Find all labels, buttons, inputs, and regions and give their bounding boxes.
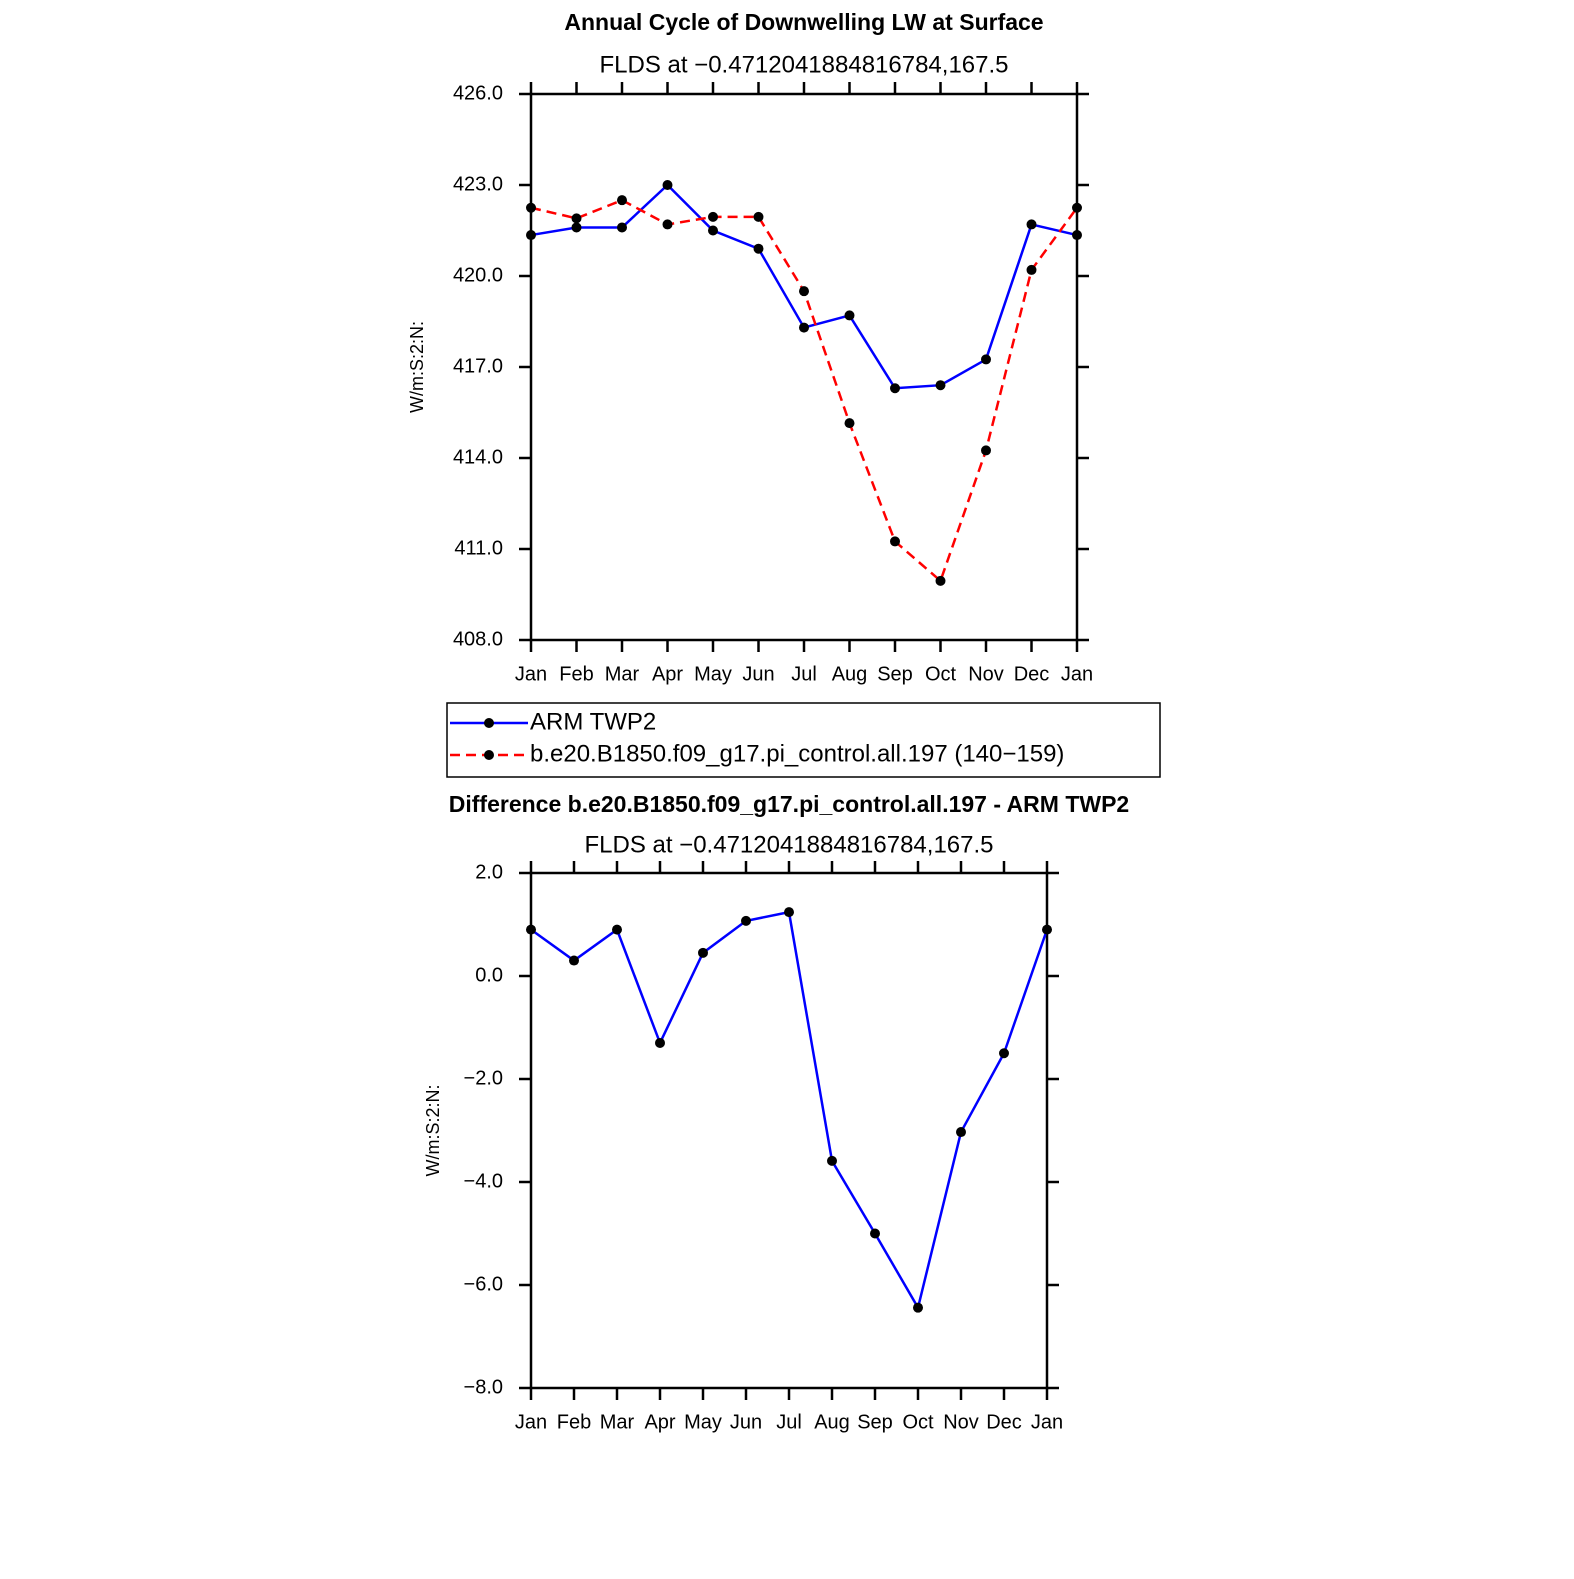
- x-tick-label: Apr: [652, 663, 683, 685]
- data-point: [890, 383, 900, 394]
- x-tick-label: Apr: [644, 1411, 675, 1433]
- chart-subtitle: FLDS at −0.4712041884816784,167.5: [584, 831, 993, 858]
- data-point: [526, 230, 536, 241]
- y-tick-label: 2.0: [475, 861, 503, 883]
- y-axis-label: W/m:S:2:N:: [407, 321, 427, 413]
- data-point: [799, 322, 809, 333]
- legend-label: ARM TWP2: [530, 708, 656, 735]
- plot-frame: [529, 92, 1079, 642]
- data-point: [999, 1048, 1009, 1059]
- chart-title: Annual Cycle of Downwelling LW at Surfac…: [564, 9, 1043, 35]
- legend-box: [446, 702, 1161, 778]
- data-point: [1042, 924, 1052, 935]
- data-point: [1072, 230, 1082, 241]
- data-point: [571, 213, 582, 224]
- data-point: [844, 310, 855, 321]
- x-tick-label: Jun: [730, 1411, 762, 1433]
- x-tick-label: Aug: [832, 663, 868, 685]
- x-tick-label: Feb: [559, 663, 593, 685]
- data-point: [1026, 264, 1037, 275]
- data-point: [708, 211, 718, 222]
- y-tick-label: −8.0: [464, 1376, 503, 1398]
- data-point: [698, 947, 708, 958]
- data-point: [655, 1037, 665, 1048]
- x-tick-label: May: [694, 663, 732, 685]
- x-tick-label: May: [684, 1411, 722, 1433]
- legend-marker: [484, 718, 494, 728]
- y-tick-label: 414.0: [453, 446, 503, 468]
- y-tick-label: 420.0: [453, 264, 503, 286]
- y-tick-label: −6.0: [464, 1273, 503, 1295]
- data-point: [956, 1127, 966, 1138]
- y-tick-label: 426.0: [453, 82, 503, 104]
- y-tick-label: 0.0: [475, 964, 503, 986]
- data-point: [753, 243, 764, 254]
- data-point: [981, 354, 991, 365]
- data-point: [526, 924, 536, 935]
- series-line: [530, 198, 1079, 584]
- y-tick-label: −4.0: [464, 1170, 503, 1192]
- y-axis-label: W/m:S:2:N:: [423, 1084, 443, 1176]
- x-tick-label: Nov: [943, 1411, 979, 1433]
- data-point: [935, 575, 946, 586]
- chart-title: Difference b.e20.B1850.f09_g17.pi_contro…: [449, 791, 1129, 817]
- x-tick-label: Mar: [600, 1411, 635, 1433]
- data-point: [617, 195, 627, 206]
- x-tick-label: Mar: [605, 663, 640, 685]
- data-point: [753, 211, 764, 222]
- x-tick-label: Sep: [877, 663, 913, 685]
- x-tick-label: Oct: [902, 1411, 934, 1433]
- data-point: [913, 1302, 923, 1313]
- x-tick-label: Sep: [857, 1411, 893, 1433]
- data-point: [612, 924, 622, 935]
- y-tick-label: −2.0: [464, 1067, 503, 1089]
- x-tick-label: Jan: [515, 663, 547, 685]
- x-tick-label: Jul: [776, 1411, 802, 1433]
- chart-subtitle: FLDS at −0.4712041884816784,167.5: [599, 51, 1008, 78]
- data-point: [827, 1155, 837, 1166]
- x-tick-label: Oct: [925, 663, 957, 685]
- data-point: [526, 202, 536, 213]
- x-tick-label: Dec: [1014, 663, 1050, 685]
- plot-frame: [529, 871, 1049, 1390]
- data-point: [870, 1228, 880, 1239]
- x-tick-label: Nov: [968, 663, 1004, 685]
- y-tick-label: 408.0: [453, 628, 503, 650]
- data-point: [662, 219, 673, 230]
- data-point: [935, 380, 946, 391]
- legend-label: b.e20.B1850.f09_g17.pi_control.all.197 (…: [530, 740, 1064, 767]
- x-tick-label: Feb: [557, 1411, 591, 1433]
- data-point: [1072, 202, 1082, 213]
- data-point: [741, 915, 751, 926]
- series-line: [530, 910, 1049, 1311]
- x-tick-label: Aug: [814, 1411, 850, 1433]
- y-tick-label: 417.0: [453, 355, 503, 377]
- x-tick-label: Jun: [742, 663, 774, 685]
- data-point: [890, 536, 900, 547]
- x-tick-label: Dec: [986, 1411, 1022, 1433]
- data-point: [662, 180, 673, 190]
- x-tick-label: Jan: [1031, 1411, 1063, 1433]
- data-point: [981, 445, 991, 456]
- x-tick-label: Jul: [791, 663, 817, 685]
- data-point: [799, 286, 809, 297]
- legend-marker: [484, 750, 494, 760]
- y-tick-label: 423.0: [453, 173, 503, 195]
- x-tick-label: Jan: [1061, 663, 1093, 685]
- data-point: [844, 418, 855, 429]
- x-tick-label: Jan: [515, 1411, 547, 1433]
- data-point: [571, 222, 582, 233]
- data-point: [784, 907, 794, 918]
- data-point: [1026, 219, 1037, 230]
- y-tick-label: 411.0: [454, 537, 503, 559]
- data-point: [708, 225, 718, 236]
- data-point: [617, 222, 627, 233]
- data-point: [569, 955, 579, 966]
